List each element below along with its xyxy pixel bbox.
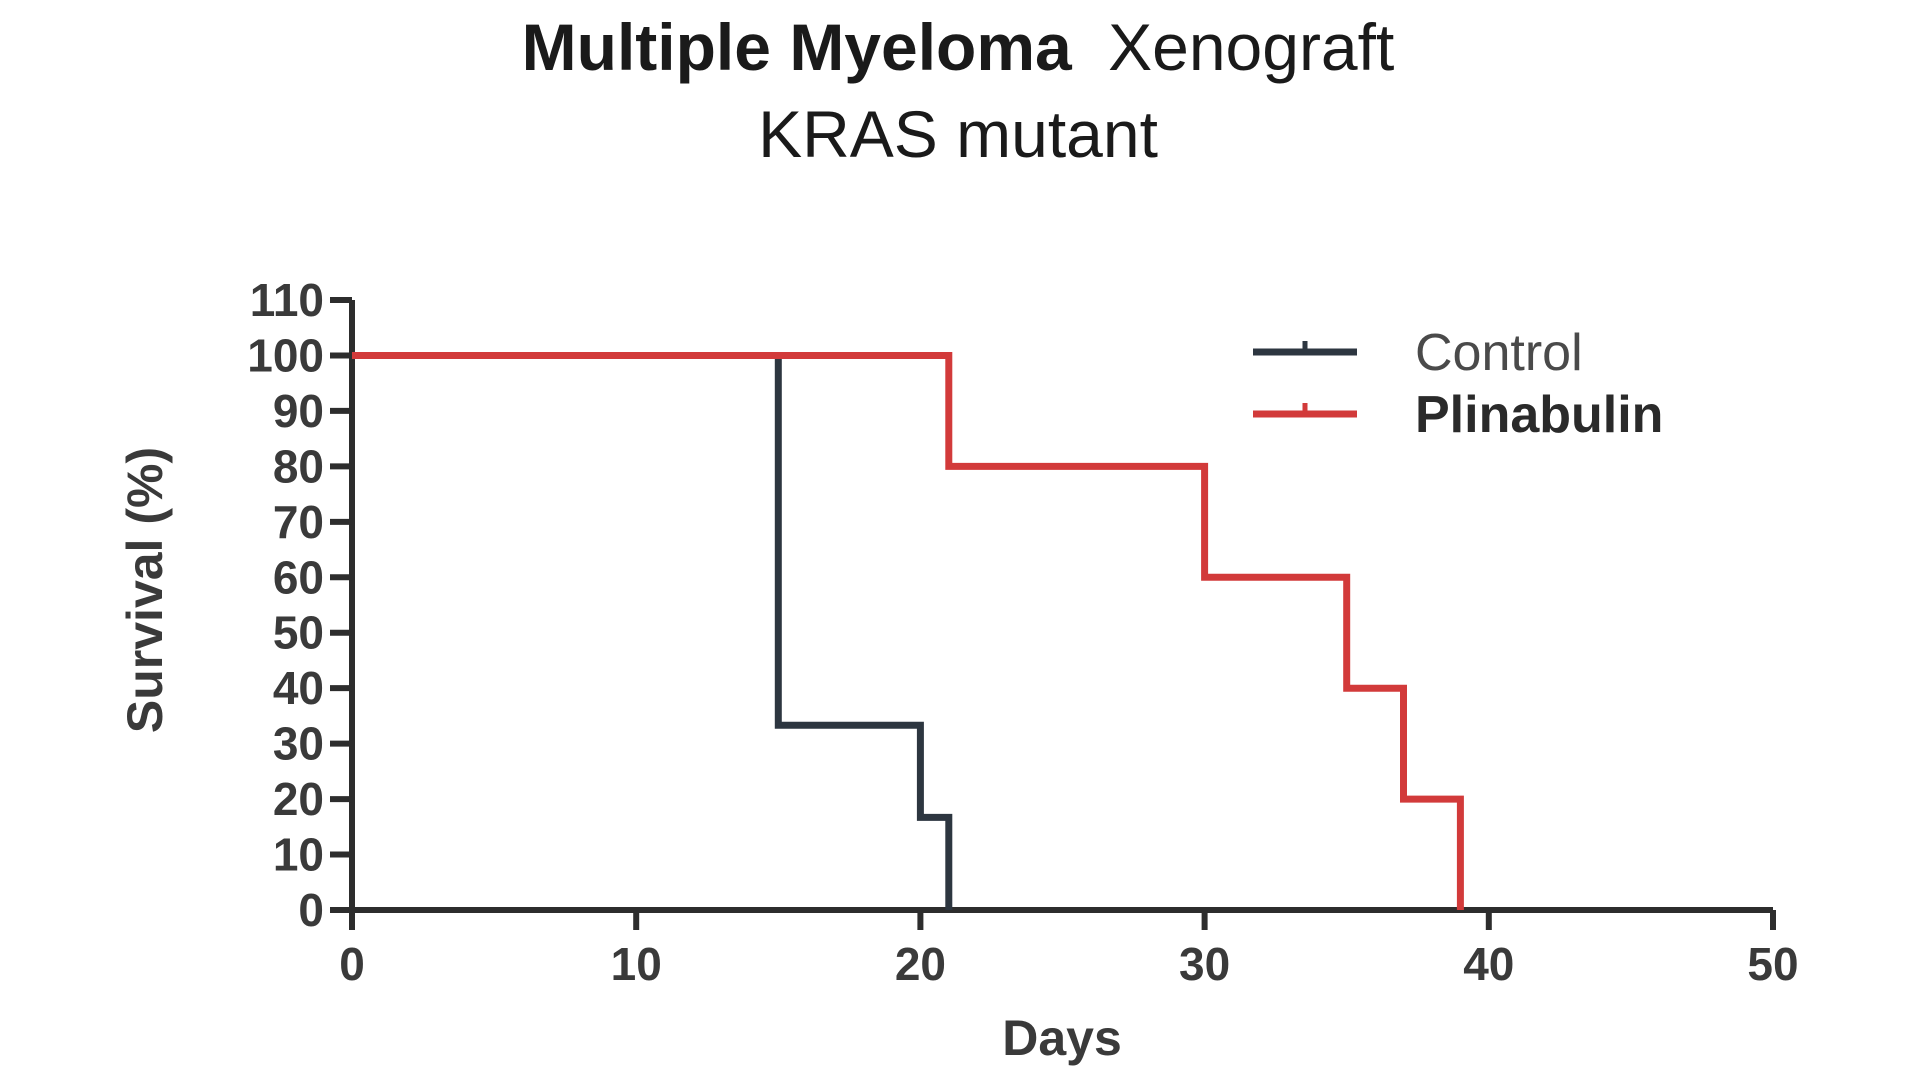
legend-label-plinabulin: Plinabulin [1415, 386, 1663, 444]
y-tick-label: 20 [273, 773, 324, 825]
series-layer [352, 352, 1464, 910]
chart-subtitle: KRAS mutant [758, 97, 1158, 171]
y-tick-label: 100 [247, 329, 324, 381]
x-tick-label: 0 [339, 938, 365, 990]
legend-label-control: Control [1415, 324, 1583, 382]
y-tick-label: 50 [273, 607, 324, 659]
chart-title: Multiple Myeloma Xenograft [522, 10, 1395, 84]
x-axis-title: Days [1002, 1010, 1122, 1066]
series-line-control [352, 352, 953, 910]
y-tick-label: 0 [298, 884, 324, 936]
y-tick-label: 60 [273, 551, 324, 603]
y-tick-label: 110 [250, 274, 324, 326]
chart-title-regular: Xenograft [1108, 10, 1394, 84]
y-tick-label: 40 [273, 662, 324, 714]
x-tick-label: 50 [1747, 938, 1798, 990]
y-tick-label: 80 [273, 440, 324, 492]
y-tick-label: 90 [273, 385, 324, 437]
chart-title-bold: Multiple Myeloma [522, 10, 1073, 84]
y-tick-label: 30 [273, 718, 324, 770]
x-tick-label: 30 [1179, 938, 1230, 990]
series-line-plinabulin [352, 352, 1464, 910]
y-axis-title: Survival (%) [117, 447, 173, 733]
y-tick-label: 10 [273, 829, 324, 881]
x-tick-label: 40 [1463, 938, 1514, 990]
x-tick-label: 10 [611, 938, 662, 990]
y-tick-label: 70 [273, 496, 324, 548]
x-axis: 0 10 20 30 40 50 [339, 907, 1799, 990]
x-tick-label: 20 [895, 938, 946, 990]
